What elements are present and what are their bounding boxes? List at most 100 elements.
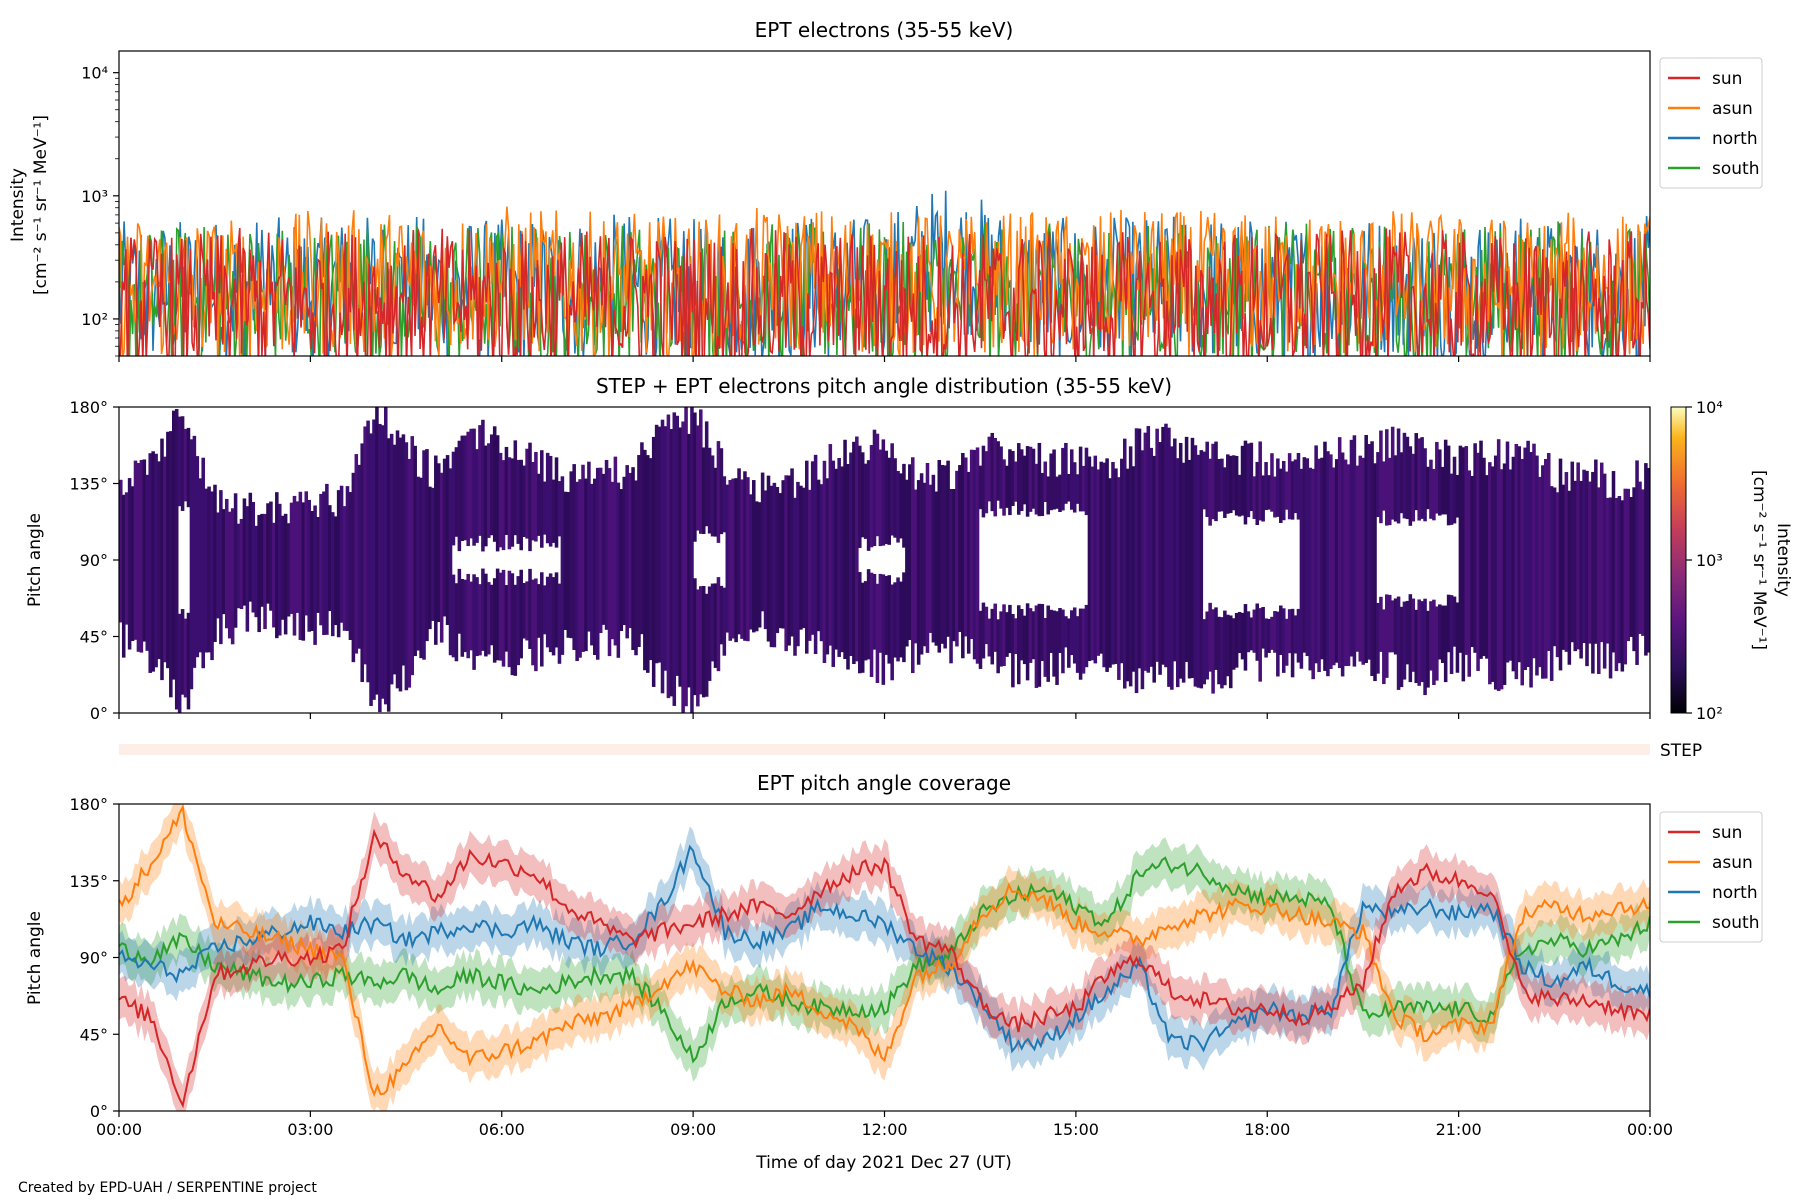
pad-column [913, 489, 918, 644]
pad-column [784, 475, 788, 652]
pad-column [858, 572, 862, 674]
pad-column [643, 449, 647, 671]
pad-column [1025, 446, 1030, 517]
pad-column [1402, 432, 1407, 519]
pad-column [1493, 455, 1498, 690]
pad-column [1326, 451, 1330, 677]
pad-column [227, 511, 232, 639]
pad-column [719, 448, 724, 535]
pad-column [1231, 618, 1236, 670]
pad-column [799, 485, 803, 630]
pad-column [781, 480, 785, 629]
pad-column [1170, 446, 1174, 690]
pad-column [595, 467, 600, 660]
pad-column [198, 478, 203, 653]
pad-column [684, 407, 688, 707]
pad-column [127, 478, 132, 650]
pad-column [1476, 452, 1480, 671]
pad-column [634, 480, 638, 656]
pad-column [121, 494, 126, 658]
pad-column [754, 501, 759, 632]
pad-column [622, 476, 627, 626]
pad-column [943, 465, 947, 649]
pad-column [731, 478, 735, 639]
pad-column [1084, 604, 1089, 668]
pad-column [1270, 453, 1274, 512]
y-tick-label: 180° [69, 398, 108, 417]
pad-column [1623, 488, 1628, 665]
pad-column [1290, 608, 1295, 678]
pad-column [949, 489, 953, 664]
pad-column [1573, 480, 1577, 652]
pad-column [177, 416, 182, 507]
y-tick-label: 10³ [81, 187, 108, 206]
pad-column [475, 449, 479, 543]
pad-column [1293, 459, 1298, 514]
pad-column [407, 458, 412, 688]
pad-column [1358, 455, 1363, 662]
pad-column [990, 432, 995, 512]
pad-column [1202, 619, 1207, 685]
pad-column [183, 428, 188, 502]
pad-column [866, 460, 871, 551]
pad-column [1217, 616, 1221, 685]
pad-column [1211, 443, 1215, 520]
pad-column [1075, 474, 1080, 504]
pad-column [1455, 602, 1460, 673]
legend-panel1-box [1659, 57, 1763, 189]
pad-column [1125, 468, 1130, 682]
pad-column [1532, 443, 1536, 659]
pad-column [263, 513, 267, 630]
pad-column [616, 482, 621, 658]
pad-column [657, 426, 662, 663]
pad-column [213, 484, 217, 642]
pad-column [1620, 500, 1625, 672]
pad-column [1164, 423, 1168, 668]
pad-column [834, 468, 838, 650]
pad-column [375, 407, 379, 695]
series-line-asun [119, 206, 1650, 356]
x-axis-label: Time of day 2021 Dec 27 (UT) [755, 1153, 1012, 1173]
pad-column [242, 498, 247, 606]
pad-column [560, 476, 565, 655]
pad-column [1302, 457, 1307, 653]
pad-column [1446, 445, 1451, 526]
pad-column [1237, 611, 1242, 654]
pad-column [696, 589, 700, 707]
pad-column [492, 426, 497, 542]
pad-column [1052, 449, 1056, 510]
colorbar-tick-label: 10⁴ [1696, 398, 1723, 417]
pad-column [166, 431, 170, 669]
pad-column [548, 573, 553, 653]
pad-column [1361, 457, 1366, 665]
pad-column [872, 429, 877, 547]
pad-column [304, 491, 309, 616]
pad-column [130, 486, 135, 642]
pad-column [545, 452, 550, 544]
pad-column [1146, 426, 1151, 673]
pad-column [1031, 611, 1036, 660]
legend-label-south: south [1712, 159, 1759, 179]
pad-column [177, 613, 182, 713]
pad-column [728, 479, 732, 641]
pad-column [734, 478, 738, 643]
pad-column [896, 470, 900, 543]
pad-column [1228, 615, 1233, 689]
pad-column [1128, 446, 1133, 687]
pad-column [522, 465, 526, 537]
pad-column [1488, 462, 1492, 685]
pad-column [1323, 441, 1327, 671]
pad-column [1382, 461, 1386, 511]
pad-column [307, 499, 311, 632]
pad-column [1482, 457, 1486, 657]
pad-column [180, 416, 185, 511]
pad-column [1432, 599, 1436, 686]
pad-column [1246, 443, 1251, 518]
pad-column [1399, 452, 1404, 514]
pad-column [1423, 598, 1427, 696]
pad-column [1605, 497, 1610, 644]
pad-column [254, 525, 258, 618]
pad-column [816, 479, 821, 632]
pad-column [831, 460, 836, 667]
